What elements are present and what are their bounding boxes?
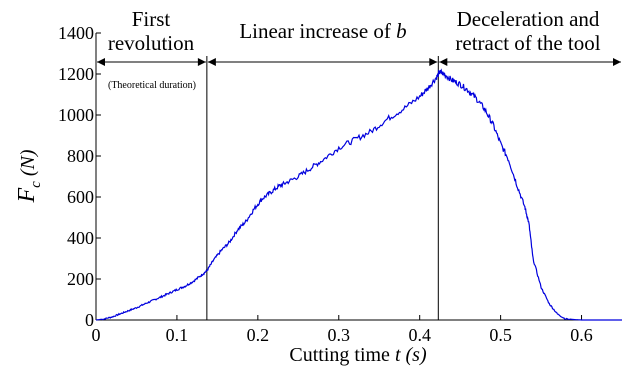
phase-1-label-line-1: First: [132, 7, 171, 31]
x-tick-label: 0.6: [570, 325, 593, 345]
phase-boundaries: [206, 56, 439, 320]
phase-arrow-head-left: [97, 58, 105, 66]
phase-3-label-line-1: Deceleration and: [457, 7, 600, 31]
force-series-line: [95, 68, 622, 321]
x-axis-title: Cutting time t (s): [289, 344, 427, 366]
y-tick-label: 800: [67, 146, 94, 166]
x-axis-ticks: 0 0.1 0.2 0.3 0.4 0.5 0.6: [92, 315, 593, 345]
x-tick-label: 0.2: [247, 325, 270, 345]
phase-3-label-line-2: retract of the tool: [455, 31, 600, 55]
phase-arrow-head-left: [207, 58, 216, 66]
phase-arrow-head-right: [429, 58, 438, 66]
phase-2-label-text: Linear increase of: [239, 19, 396, 43]
x-tick-label: 0.4: [408, 325, 431, 345]
y-tick-label: 1000: [58, 105, 94, 125]
y-tick-label: 600: [67, 187, 94, 207]
y-tick-label: 1200: [58, 64, 94, 84]
y-tick-label: 200: [67, 269, 94, 289]
y-axis-title-sub: c: [28, 181, 44, 188]
phase-1-label-line-2: revolution: [108, 31, 195, 55]
x-tick-label: 0: [92, 325, 101, 345]
y-axis-title: Fc (N): [14, 149, 44, 203]
y-axis-title-unit: (N): [17, 149, 39, 181]
phase-arrow-head-left: [439, 58, 448, 66]
phase-arrow-head-right: [197, 58, 206, 66]
x-axis-title-unit: (s): [401, 344, 427, 366]
phase-2-label: Linear increase of b: [239, 19, 406, 43]
x-axis-title-var: t: [395, 344, 401, 366]
x-tick-label: 0.3: [328, 325, 351, 345]
y-axis-title-var: F: [14, 188, 40, 204]
y-tick-label: 0: [85, 310, 94, 330]
x-tick-label: 0.5: [489, 325, 512, 345]
y-axis-ticks: 0 200 400 600 800 1000 1200 1400: [58, 23, 101, 330]
y-tick-label: 400: [67, 228, 94, 248]
y-tick-label: 1400: [58, 23, 94, 43]
phase-1-note: (Theoretical duration): [108, 80, 196, 91]
phase-2-label-var: b: [396, 19, 407, 43]
x-tick-label: 0.1: [166, 325, 189, 345]
phase-arrow-head-right: [613, 58, 621, 66]
phase-arrows: [97, 58, 621, 66]
x-axis-title-text: Cutting time: [289, 344, 395, 366]
